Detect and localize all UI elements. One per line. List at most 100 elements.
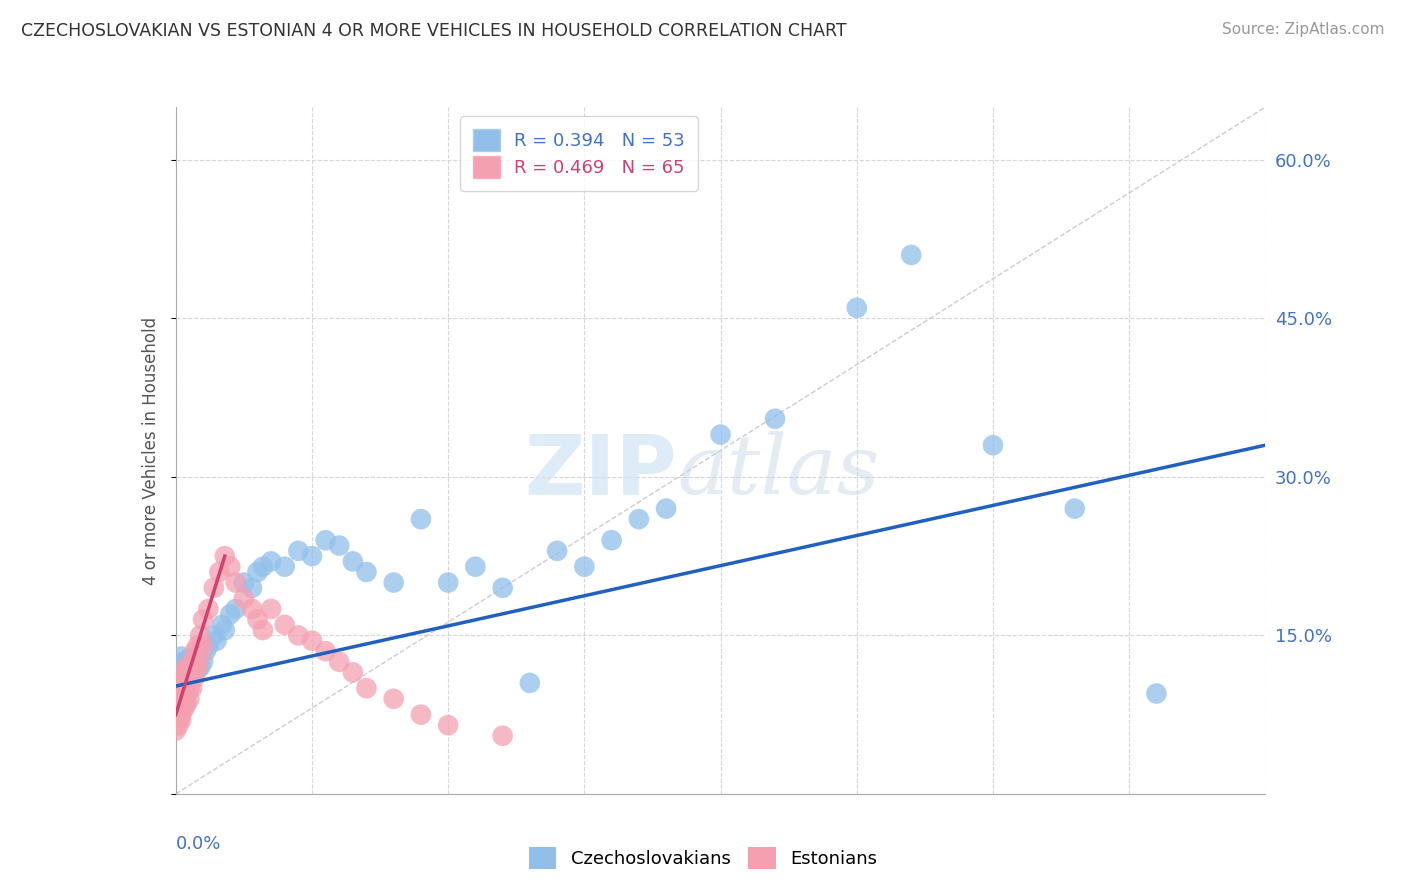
Point: [165, 718, 187, 732]
Y-axis label: 4 or more Vehicles in Household: 4 or more Vehicles in Household: [142, 317, 160, 584]
Point: [710, 427, 733, 442]
Point: [315, 644, 337, 658]
Point: [186, 660, 209, 674]
Point: [179, 651, 201, 665]
Point: [981, 438, 1004, 452]
Point: [1144, 686, 1167, 700]
Point: [179, 691, 201, 706]
Point: [179, 671, 201, 685]
Legend: R = 0.394   N = 53, R = 0.469   N = 65: R = 0.394 N = 53, R = 0.469 N = 65: [460, 116, 697, 191]
Point: [464, 559, 486, 574]
Point: [546, 544, 568, 558]
Point: [179, 668, 201, 682]
Point: [252, 559, 274, 574]
Point: [274, 617, 297, 632]
Point: [186, 639, 209, 653]
Point: [574, 559, 596, 574]
Point: [219, 607, 242, 622]
Point: [600, 533, 623, 548]
Point: [655, 501, 678, 516]
Point: [315, 533, 337, 548]
Text: CZECHOSLOVAKIAN VS ESTONIAN 4 OR MORE VEHICLES IN HOUSEHOLD CORRELATION CHART: CZECHOSLOVAKIAN VS ESTONIAN 4 OR MORE VE…: [21, 22, 846, 40]
Point: [188, 628, 211, 642]
Point: [219, 559, 242, 574]
Point: [167, 718, 190, 732]
Point: [260, 602, 283, 616]
Point: [382, 691, 405, 706]
Point: [181, 657, 204, 672]
Point: [167, 702, 190, 716]
Point: [170, 713, 193, 727]
Point: [184, 665, 207, 680]
Point: [214, 623, 236, 637]
Point: [519, 676, 541, 690]
Point: [181, 655, 204, 669]
Point: [205, 633, 228, 648]
Point: [240, 581, 263, 595]
Point: [173, 691, 195, 706]
Point: [356, 681, 378, 696]
Point: [252, 623, 274, 637]
Point: [437, 718, 460, 732]
Point: [173, 665, 195, 680]
Point: [845, 301, 868, 315]
Point: [176, 686, 198, 700]
Point: [173, 655, 195, 669]
Point: [167, 676, 190, 690]
Text: ZIP: ZIP: [524, 431, 678, 512]
Point: [165, 707, 187, 722]
Point: [181, 665, 204, 680]
Point: [191, 655, 214, 669]
Point: [301, 633, 323, 648]
Legend: Czechoslovakians, Estonians: Czechoslovakians, Estonians: [522, 839, 884, 876]
Point: [225, 602, 247, 616]
Point: [301, 549, 323, 563]
Point: [214, 549, 236, 563]
Point: [492, 729, 515, 743]
Text: 0.0%: 0.0%: [176, 835, 221, 853]
Point: [627, 512, 650, 526]
Point: [202, 628, 225, 642]
Point: [232, 575, 254, 590]
Point: [179, 660, 201, 674]
Point: [409, 707, 432, 722]
Point: [197, 602, 219, 616]
Point: [176, 697, 198, 711]
Point: [328, 655, 350, 669]
Point: [170, 702, 193, 716]
Point: [342, 665, 364, 680]
Point: [900, 248, 922, 262]
Point: [194, 644, 217, 658]
Point: [246, 613, 269, 627]
Point: [191, 639, 214, 653]
Point: [173, 702, 195, 716]
Point: [356, 565, 378, 579]
Point: [165, 723, 187, 738]
Point: [186, 662, 209, 676]
Point: [170, 649, 193, 664]
Point: [492, 581, 515, 595]
Point: [170, 707, 193, 722]
Point: [191, 613, 214, 627]
Text: atlas: atlas: [678, 431, 879, 511]
Point: [167, 660, 190, 674]
Point: [165, 713, 187, 727]
Point: [176, 660, 198, 674]
Point: [184, 660, 207, 674]
Point: [184, 671, 207, 685]
Point: [260, 554, 283, 568]
Point: [342, 554, 364, 568]
Point: [173, 671, 195, 685]
Point: [179, 681, 201, 696]
Point: [225, 575, 247, 590]
Point: [173, 681, 195, 696]
Point: [202, 581, 225, 595]
Point: [232, 591, 254, 606]
Point: [1063, 501, 1085, 516]
Point: [211, 617, 233, 632]
Point: [173, 697, 195, 711]
Point: [170, 691, 193, 706]
Point: [437, 575, 460, 590]
Point: [287, 628, 309, 642]
Point: [173, 665, 195, 680]
